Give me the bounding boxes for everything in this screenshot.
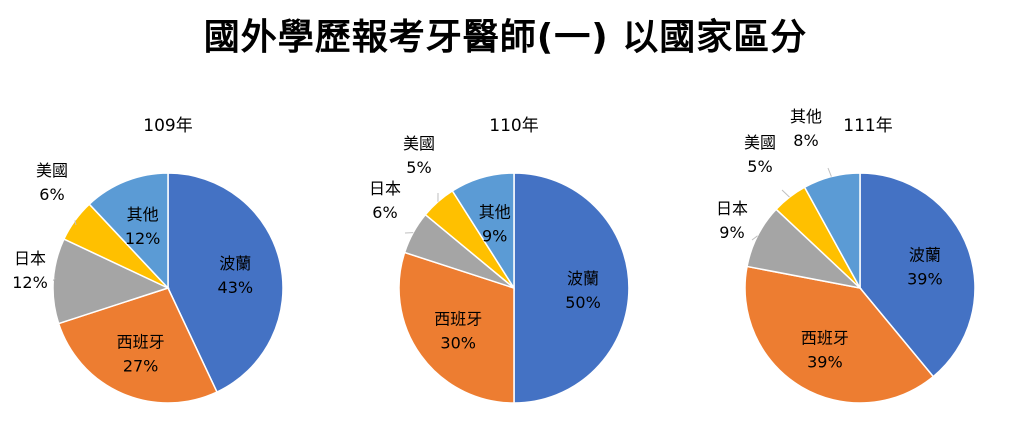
pie-chart-109: 109年 波蘭 43% 西班牙 27% 日本 12% 美國 6% 其他 12%	[12, 116, 284, 404]
slice-value-110-2: 6%	[372, 203, 397, 222]
pie-slice-110-4	[451, 172, 515, 291]
slice-value-109-4: 12%	[125, 229, 161, 248]
slice-value-110-1: 30%	[440, 334, 476, 353]
slice-label-110-2: 日本	[369, 179, 401, 198]
slice-label-110-1: 西班牙	[434, 310, 482, 329]
slice-label-109-2: 日本	[14, 249, 46, 268]
slice-value-109-3: 6%	[39, 185, 64, 204]
leader-line-109-2	[52, 277, 56, 282]
slice-label-109-4: 其他	[127, 205, 159, 224]
pie-slice-109-0	[167, 172, 284, 394]
slice-label-111-0: 波蘭	[909, 246, 941, 265]
slice-value-109-0: 43%	[218, 278, 254, 297]
pie-slice-109-4	[88, 172, 169, 290]
slice-label-109-1: 西班牙	[117, 332, 165, 351]
page-title: 國外學歷報考牙醫師(一) 以國家區分	[203, 17, 808, 58]
chart-title-110: 110年	[489, 116, 538, 136]
slice-value-111-3: 5%	[747, 157, 772, 176]
slice-label-109-0: 波蘭	[219, 254, 251, 273]
slice-value-111-4: 8%	[793, 131, 818, 150]
pie-slice-110-1	[398, 251, 515, 404]
slice-value-109-2: 12%	[12, 273, 48, 292]
leader-line-109-3	[74, 220, 77, 226]
chart-title-111: 111年	[843, 116, 892, 136]
pie-labels-109: 波蘭 43% 西班牙 27% 日本 12% 美國 6% 其他 12%	[12, 161, 253, 375]
pie-slice-111-1	[744, 265, 935, 404]
pie-chart-110: 110年 波蘭 50% 西班牙 30% 日本 6% 美國 5% 其他 9%	[369, 116, 630, 404]
pie-slices-110	[398, 172, 630, 404]
slice-value-109-1: 27%	[123, 356, 159, 375]
slice-label-110-4: 其他	[479, 203, 511, 222]
pie-slice-110-0	[513, 172, 630, 404]
chart-title-109: 109年	[143, 116, 192, 136]
leader-line-111-4	[827, 167, 832, 177]
slice-label-111-1: 西班牙	[801, 328, 849, 347]
slice-value-111-0: 39%	[907, 270, 943, 289]
pie-slice-109-2	[52, 238, 171, 325]
leader-line-111-2	[751, 235, 758, 241]
pie-slices-111	[744, 172, 976, 404]
slice-label-111-3: 美國	[744, 133, 776, 152]
slice-label-110-3: 美國	[403, 134, 435, 153]
slice-label-111-4: 其他	[790, 107, 822, 126]
slice-value-111-2: 9%	[719, 223, 744, 242]
slice-value-111-1: 39%	[807, 352, 843, 371]
slice-value-110-3: 5%	[406, 158, 431, 177]
leader-line-111-3	[781, 189, 790, 198]
slice-label-110-0: 波蘭	[567, 269, 599, 288]
slice-value-110-4: 9%	[482, 227, 507, 246]
pie-labels-110: 波蘭 50% 西班牙 30% 日本 6% 美國 5% 其他 9%	[369, 134, 601, 353]
pie-slice-109-1	[57, 287, 218, 404]
slice-label-109-3: 美國	[36, 161, 68, 180]
slice-label-111-2: 日本	[716, 199, 748, 218]
pie-slice-111-0	[859, 172, 976, 378]
pie-chart-111: 111年 波蘭 39% 西班牙 39% 日本 9% 美國 5% 其他 8%	[716, 107, 976, 404]
slice-value-110-0: 50%	[565, 293, 601, 312]
pie-labels-111: 波蘭 39% 西班牙 39% 日本 9% 美國 5% 其他 8%	[716, 107, 943, 371]
pie-slice-111-4	[803, 172, 861, 289]
pie-slices-109	[52, 172, 284, 404]
